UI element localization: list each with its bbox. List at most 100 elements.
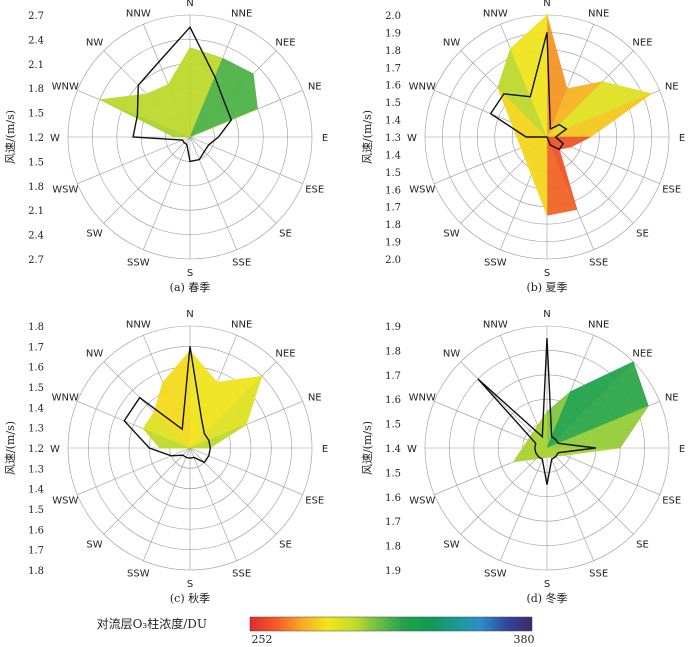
direction-label-ese: ESE: [662, 496, 681, 507]
radial-tick-label: 1.4: [28, 403, 44, 414]
direction-label-nnw: NNW: [126, 8, 151, 19]
radar-spoke: [189, 136, 277, 224]
colorbar-max-label: 380: [514, 633, 535, 646]
direction-label-ne: NE: [665, 81, 679, 92]
direction-label-n: N: [186, 309, 193, 320]
radial-tick-label: 1.7: [385, 63, 401, 74]
direction-label-w: W: [407, 444, 417, 455]
radial-tick-label: 1.9: [385, 322, 401, 333]
direction-label-sw: SW: [86, 228, 102, 239]
direction-label-s: S: [544, 579, 550, 590]
direction-label-nw: NW: [86, 349, 103, 360]
direction-label-sw: SW: [443, 539, 459, 550]
panel-caption: (a) 春季: [170, 281, 211, 294]
panels: NNNENEENEEESESESSESSSWSWWSWWWNWNWNNW2.72…: [4, 0, 685, 605]
radial-tick-label: 2.0: [385, 11, 401, 22]
radial-tick-label: 1.6: [28, 363, 44, 374]
radial-tick-label: 1.5: [28, 109, 44, 120]
radial-tick-label: 1.7: [385, 517, 401, 528]
radial-tick-label: 1.6: [385, 81, 401, 92]
radar-spoke: [546, 447, 594, 561]
direction-label-ne: NE: [308, 392, 322, 403]
direction-label-ssw: SSW: [484, 569, 507, 580]
radial-tick-label: 1.5: [28, 157, 44, 168]
y-axis-label: 风速/(m/s): [4, 421, 17, 475]
direction-label-ssw: SSW: [127, 569, 150, 580]
direction-label-w: W: [407, 133, 417, 144]
direction-label-w: W: [50, 133, 60, 144]
o3-surface: [512, 361, 650, 463]
panel-caption: (c) 秋季: [170, 591, 210, 605]
direction-label-se: SE: [279, 228, 292, 239]
radar-panel-2: NNNENEENEEESESESSESSSWSWWSWWWNWNWNNW2.01…: [361, 0, 685, 294]
radar-spoke: [103, 447, 191, 535]
direction-label-wnw: WNW: [52, 81, 79, 92]
radial-tick-label: 1.8: [28, 322, 44, 333]
radial-tick-label: 1.8: [28, 84, 44, 95]
radial-tick-label: 1.8: [385, 220, 401, 231]
radial-tick-label: 1.6: [385, 493, 401, 504]
direction-label-w: W: [50, 444, 60, 455]
y-axis-label: 风速/(m/s): [361, 110, 374, 164]
radial-tick-label: 1.2: [28, 444, 44, 455]
radial-tick-label: 1.6: [28, 525, 44, 536]
direction-label-nne: NNE: [231, 8, 252, 19]
radial-tick-label: 1.4: [385, 444, 401, 455]
direction-label-ese: ESE: [305, 496, 324, 507]
direction-label-e: E: [679, 133, 685, 144]
direction-label-s: S: [187, 268, 193, 279]
colorbar-bar: [249, 616, 533, 632]
direction-label-nee: NEE: [632, 349, 652, 360]
radial-tick-label: 1.9: [385, 566, 401, 577]
direction-label-wsw: WSW: [409, 185, 435, 196]
o3-surface: [497, 14, 653, 216]
radial-tick-label: 1.5: [28, 505, 44, 516]
radial-tick-label: 1.7: [28, 342, 44, 353]
o3-surface: [142, 349, 263, 449]
direction-label-e: E: [322, 133, 328, 144]
wind-speed-line: [132, 25, 233, 163]
radial-tick-label: 2.1: [28, 60, 44, 71]
direction-label-n: N: [543, 0, 550, 9]
direction-label-s: S: [187, 579, 193, 590]
radial-tick-label: 1.6: [385, 395, 401, 406]
direction-label-nee: NEE: [275, 349, 295, 360]
o3-sector-15: [167, 46, 191, 138]
direction-label-wsw: WSW: [52, 496, 78, 507]
direction-label-n: N: [543, 309, 550, 320]
radial-tick-label: 1.3: [385, 133, 401, 144]
radial-tick-label: 1.5: [28, 383, 44, 394]
radial-tick-label: 2.7: [28, 11, 44, 22]
direction-label-sse: SSE: [589, 569, 608, 580]
direction-label-ne: NE: [308, 81, 322, 92]
radar-spoke: [500, 447, 548, 561]
radial-tick-label: 1.9: [385, 238, 401, 249]
direction-label-e: E: [322, 444, 328, 455]
direction-label-ssw: SSW: [127, 258, 150, 269]
radial-tick-label: 1.4: [385, 150, 401, 161]
radial-tick-label: 1.2: [28, 133, 44, 144]
radar-panel-1: NNNENEENEEESESESSESSSWSWWSWWWNWNWNNW2.72…: [4, 0, 328, 294]
radar-spoke: [189, 136, 303, 184]
radar-spoke: [460, 447, 548, 535]
direction-label-nne: NNE: [588, 319, 609, 330]
radial-tick-label: 2.4: [28, 231, 44, 242]
direction-label-wsw: WSW: [52, 185, 78, 196]
radial-tick-label: 1.8: [385, 346, 401, 357]
direction-label-ne: NE: [665, 392, 679, 403]
radial-tick-label: 1.5: [385, 468, 401, 479]
radial-tick-label: 1.5: [385, 98, 401, 109]
direction-label-se: SE: [636, 228, 649, 239]
direction-label-sse: SSE: [589, 258, 608, 269]
direction-label-wsw: WSW: [409, 496, 435, 507]
direction-label-nee: NEE: [275, 38, 295, 49]
radial-tick-label: 2.7: [28, 255, 44, 266]
y-axis-label: 风速/(m/s): [4, 110, 17, 164]
radar-panel-3: NNNENEENEEESESESSESSSWSWWSWWWNWNWNNW1.81…: [4, 309, 328, 605]
radar-spoke: [546, 136, 634, 224]
colorbar: 对流层O₃柱浓度/DU 252 380: [97, 616, 535, 646]
radar-spoke: [189, 136, 237, 250]
direction-label-sw: SW: [86, 539, 102, 550]
radial-tick-label: 2.0: [385, 255, 401, 266]
radar-spoke: [546, 447, 660, 495]
